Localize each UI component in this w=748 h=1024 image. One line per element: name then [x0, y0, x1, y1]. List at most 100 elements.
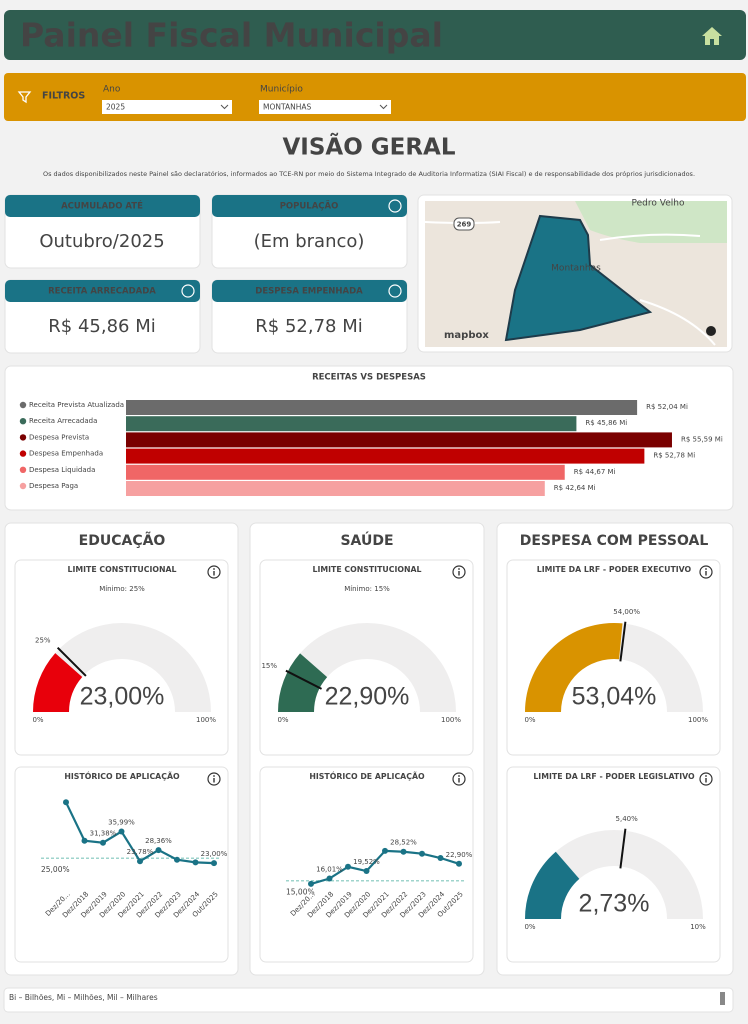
- history-point: [211, 860, 217, 867]
- header-title: Painel Fiscal Municipal: [20, 16, 443, 55]
- legend-label: Despesa Prevista: [29, 433, 89, 441]
- header-bar: [4, 10, 746, 60]
- kpi-label: RECEITA ARRECADADA: [48, 287, 156, 297]
- gauge-value-label: 53,04%: [572, 683, 657, 711]
- history-point: [118, 828, 125, 835]
- metric-card: [259, 766, 474, 963]
- bar-value-label: R$ 55,59 Mi: [681, 435, 723, 443]
- info-icon: [452, 772, 466, 786]
- history-point: [100, 839, 106, 846]
- overview-note: Os dados disponibilizados neste Painel s…: [43, 170, 695, 178]
- history-point: [437, 855, 444, 861]
- bar-value-label: R$ 52,78 Mi: [653, 452, 695, 460]
- history-point: [345, 863, 351, 870]
- dropdown-chevron: [379, 104, 388, 110]
- footer-bar: [3, 987, 734, 1013]
- gauge-min-label: 0%: [32, 716, 43, 724]
- info-icon: [213, 568, 215, 570]
- kpi-value: Outubro/2025: [39, 231, 164, 252]
- info-icon: [207, 565, 221, 579]
- gauge-target: [619, 828, 627, 869]
- footer-scroll: [720, 992, 725, 1005]
- kpi-label: DESPESA EMPENHADA: [255, 287, 363, 297]
- filter-dropdown[interactable]: [102, 100, 232, 114]
- gauge-value-label: 22,90%: [325, 683, 410, 711]
- home-icon[interactable]: [702, 27, 722, 45]
- kpi-card-header: [212, 195, 407, 217]
- map-attribution: mapbox: [444, 330, 489, 341]
- dropdown-chevron: [220, 104, 229, 110]
- gauge-min-label: 0%: [277, 716, 288, 724]
- metric-card-title: HISTÓRICO DE APLICAÇÃO: [64, 772, 180, 781]
- gauge-value: [525, 851, 580, 919]
- legend-dot: [19, 482, 27, 490]
- gauge-subtitle: Mínimo: 25%: [99, 585, 145, 593]
- gauge-target-label: 5,40%: [616, 815, 639, 823]
- legend-dot: [19, 466, 27, 473]
- gauge-min-label: 0%: [524, 923, 535, 931]
- filter-icon: [17, 91, 32, 104]
- history-point: [456, 860, 462, 867]
- gauge-target: [619, 621, 627, 662]
- kpi-card-header: [5, 195, 200, 217]
- history-value-label: 23,78%: [127, 848, 154, 856]
- map-info: [706, 326, 716, 336]
- bar: [126, 481, 545, 496]
- filter-field-value: MONTANHAS: [263, 103, 311, 112]
- bar: [126, 400, 638, 415]
- gauge-track: [278, 623, 456, 712]
- history-value-label: 31,38%: [90, 830, 117, 838]
- gauge-target-label: 15%: [261, 662, 277, 670]
- legend-dot: [19, 401, 27, 409]
- gauge-value: [33, 653, 83, 712]
- history-point: [81, 837, 88, 844]
- history-value-label: 22,90%: [446, 851, 473, 859]
- legend-dot: [19, 450, 27, 457]
- metric-card: [14, 766, 229, 963]
- footer-text: Bi – Bilhões, Mi – Milhões, Mil – Milhar…: [9, 993, 158, 1002]
- history-point: [419, 850, 425, 857]
- legend-label: Despesa Empenhada: [29, 450, 103, 458]
- history-point: [308, 880, 314, 887]
- info-icon: [699, 772, 713, 786]
- filter-dropdown[interactable]: [259, 100, 391, 114]
- info-icon: [458, 568, 460, 570]
- reference-label: 25,00%: [41, 865, 70, 874]
- card-icon: [388, 199, 402, 213]
- history-point: [192, 859, 199, 866]
- metric-card-title: HISTÓRICO DE APLICAÇÃO: [309, 772, 425, 781]
- bar-value-label: R$ 52,04 Mi: [646, 403, 688, 411]
- kpi-label: ACUMULADO ATÉ: [61, 200, 143, 212]
- info-icon: [213, 775, 215, 777]
- gauge-max-label: 10%: [690, 923, 706, 931]
- info-icon: [705, 568, 707, 570]
- history-point: [400, 848, 407, 855]
- history-point: [155, 847, 162, 854]
- card-icon: [181, 284, 195, 298]
- section-title: SAÚDE: [340, 531, 393, 549]
- section-title: DESPESA COM PESSOAL: [520, 533, 709, 549]
- gauge-max-label: 100%: [688, 716, 708, 724]
- gauge-target-label: 54,00%: [613, 608, 640, 616]
- reference-label: 15,00%: [286, 888, 315, 897]
- history-value-label: 16,01%: [316, 866, 343, 874]
- bar: [126, 464, 565, 480]
- filter-field-label: Município: [260, 85, 303, 95]
- legend-dot: [19, 418, 27, 425]
- gauge-value: [525, 623, 623, 712]
- history-point: [363, 868, 370, 875]
- kpi-card-header: [212, 280, 407, 302]
- section-title: EDUCAÇÃO: [79, 532, 166, 549]
- gauge-subtitle: Mínimo: 15%: [344, 585, 390, 593]
- gauge-value-label: 23,00%: [80, 683, 165, 711]
- bar: [126, 448, 645, 464]
- info-icon: [705, 775, 707, 777]
- filter-field-value: 2025: [106, 103, 125, 112]
- metric-card-title: LIMITE DA LRF - PODER EXECUTIVO: [537, 565, 692, 574]
- gauge-value: [278, 653, 328, 712]
- map-label: 269: [457, 221, 472, 229]
- info-icon: [452, 565, 466, 579]
- card-icon: [388, 284, 402, 298]
- map-green-area: [575, 201, 727, 243]
